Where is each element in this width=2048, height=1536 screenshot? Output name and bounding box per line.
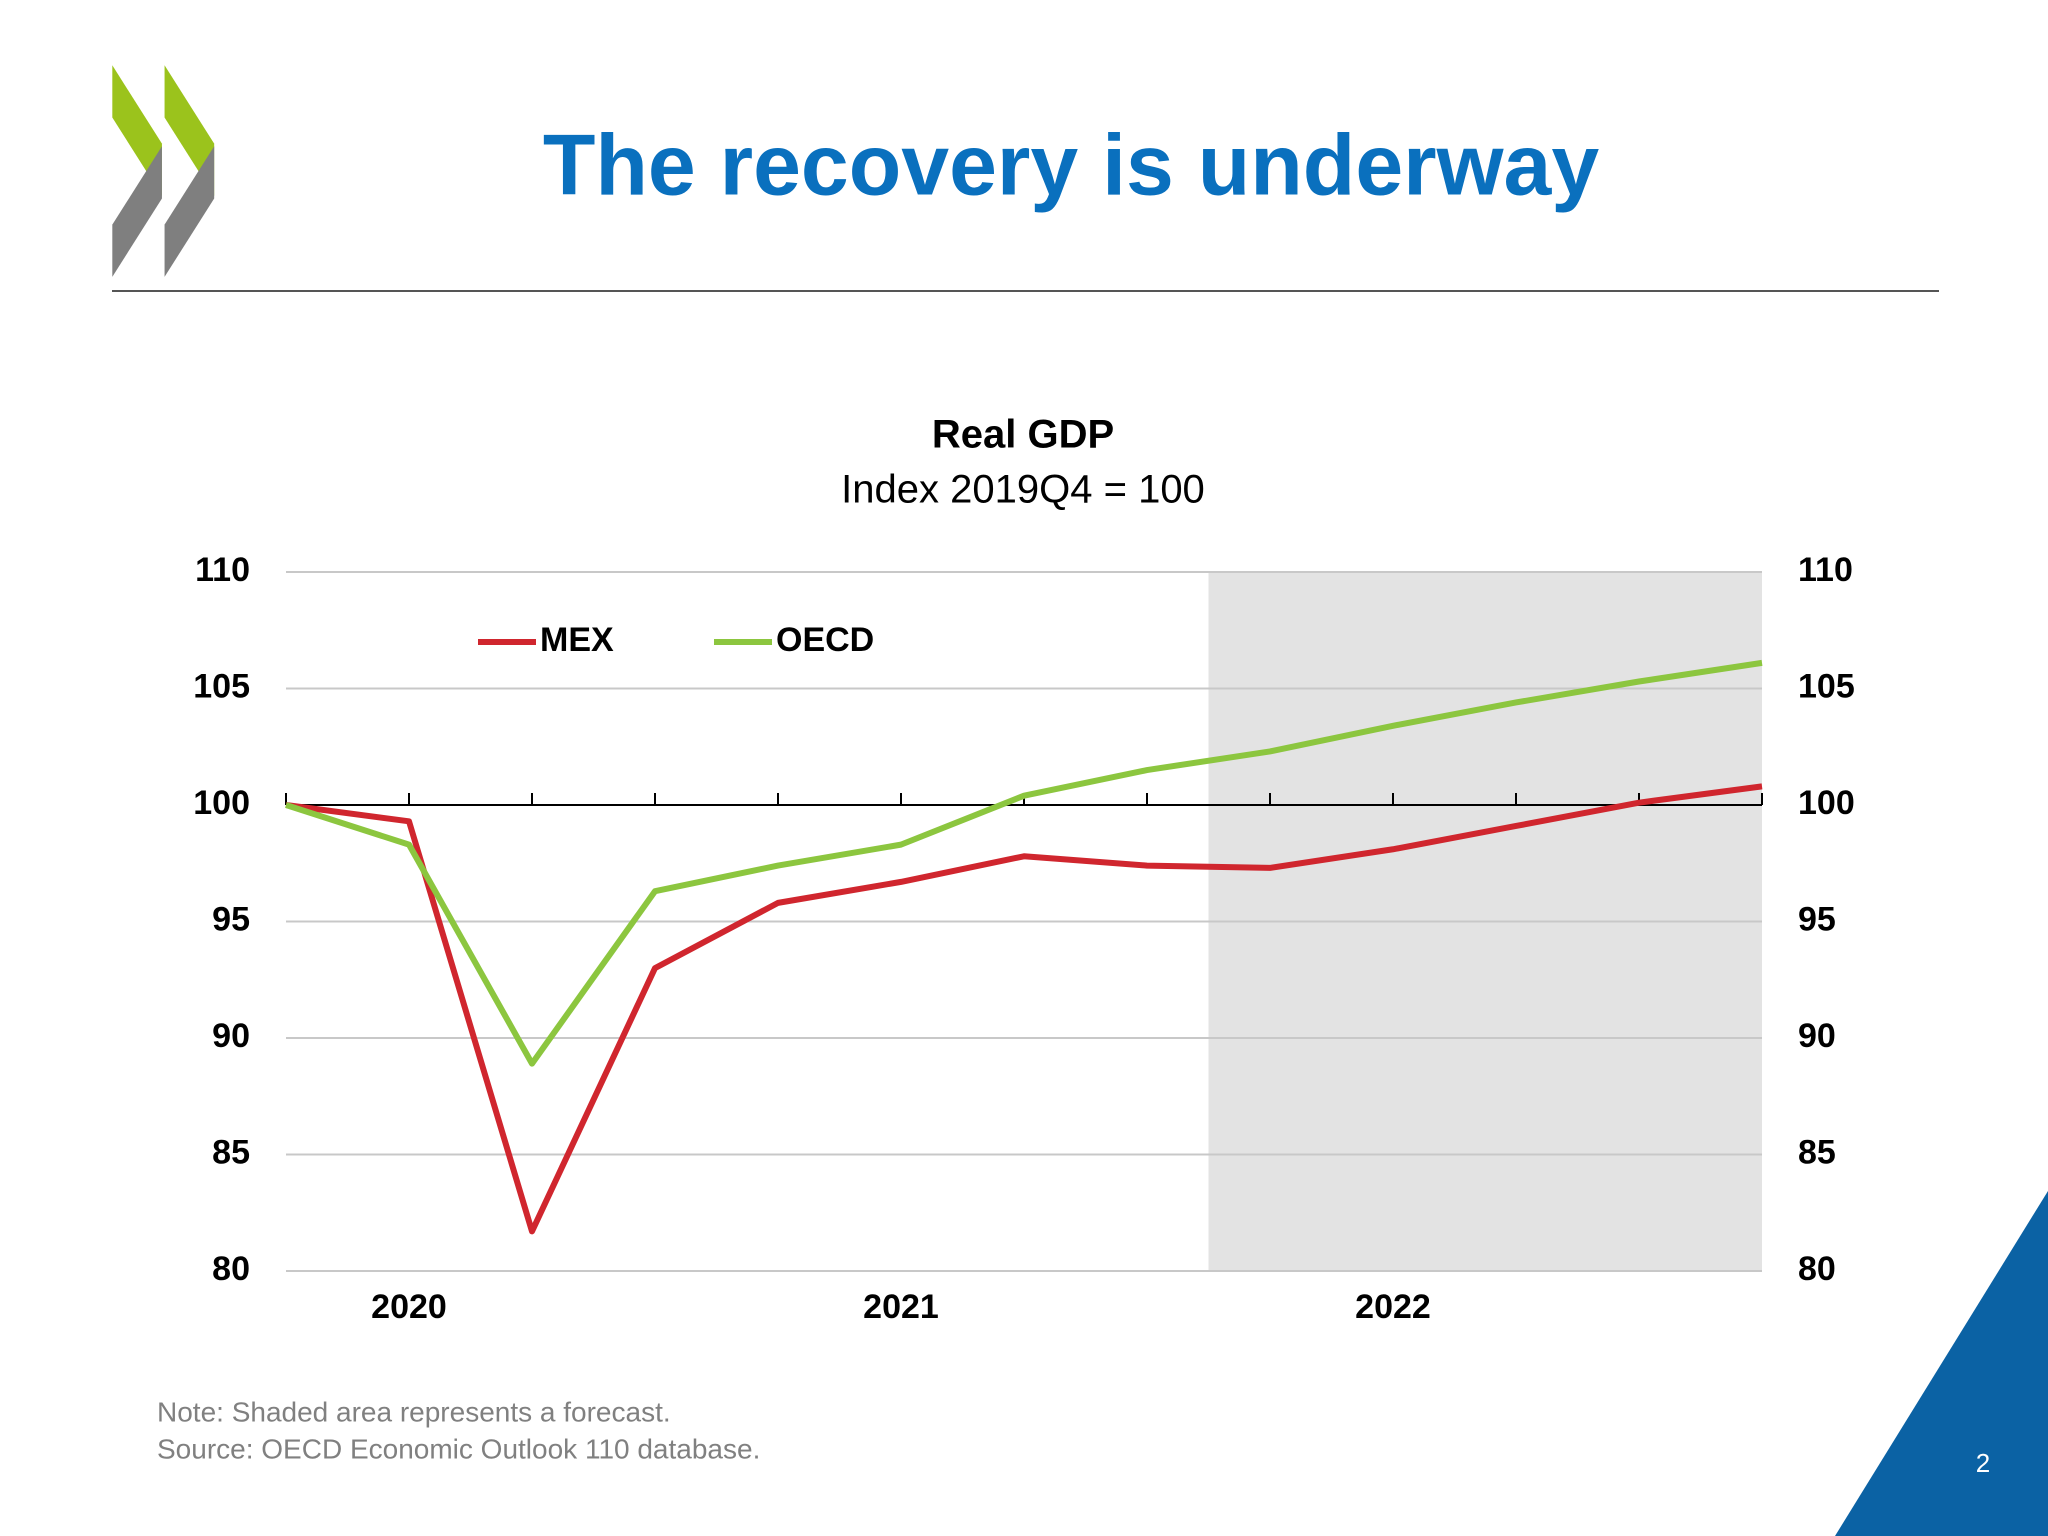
logo-chevron bbox=[164, 146, 215, 277]
y-tick-label: 80 bbox=[212, 1250, 250, 1288]
y-tick-label: 85 bbox=[212, 1133, 250, 1171]
y2-tick-label: 105 bbox=[1798, 667, 1855, 705]
plot: 80 85 90 95 100 105 110 80 85 90 95 100 105 110 2020 20… bbox=[193, 551, 1854, 1326]
x-tick-label: 2021 bbox=[863, 1288, 939, 1326]
chart-subtitle: Index 2019Q4 = 100 bbox=[841, 468, 1205, 512]
source: Source: OECD Economic Outlook 110 databa… bbox=[157, 1433, 760, 1464]
y-tick-label: 110 bbox=[195, 551, 250, 589]
page-number: 2 bbox=[1976, 1448, 1990, 1478]
x-tick-label: 2020 bbox=[371, 1288, 447, 1326]
y2-tick-label: 100 bbox=[1798, 784, 1855, 822]
y2-tick-label: 95 bbox=[1798, 900, 1836, 938]
y2-tick-label: 80 bbox=[1798, 1250, 1836, 1288]
corner-triangle bbox=[1835, 1191, 2048, 1536]
y-tick-label: 90 bbox=[212, 1017, 250, 1055]
oecd-logo bbox=[112, 65, 215, 277]
series-line bbox=[285, 659, 1763, 1067]
y2-tick-label: 90 bbox=[1798, 1017, 1836, 1055]
y-tick-label: 105 bbox=[193, 667, 250, 705]
y2-tick-label: 110 bbox=[1798, 551, 1853, 589]
legend-label: OECD bbox=[776, 621, 874, 659]
logo-chevron bbox=[164, 65, 215, 196]
y-tick-label: 95 bbox=[212, 900, 250, 938]
y2-tick-label: 85 bbox=[1798, 1133, 1836, 1171]
note: Note: Shaded area represents a forecast. bbox=[157, 1396, 671, 1427]
logo-chevron bbox=[112, 65, 162, 196]
logo-chevron bbox=[112, 146, 162, 277]
chart-title: Real GDP bbox=[932, 413, 1114, 457]
series-line bbox=[285, 783, 1763, 1235]
y-tick-label: 100 bbox=[193, 784, 250, 822]
legend-label: MEX bbox=[540, 621, 614, 659]
x-tick-label: 2022 bbox=[1355, 1288, 1431, 1326]
slide-title: The recovery is underway bbox=[543, 118, 1600, 214]
